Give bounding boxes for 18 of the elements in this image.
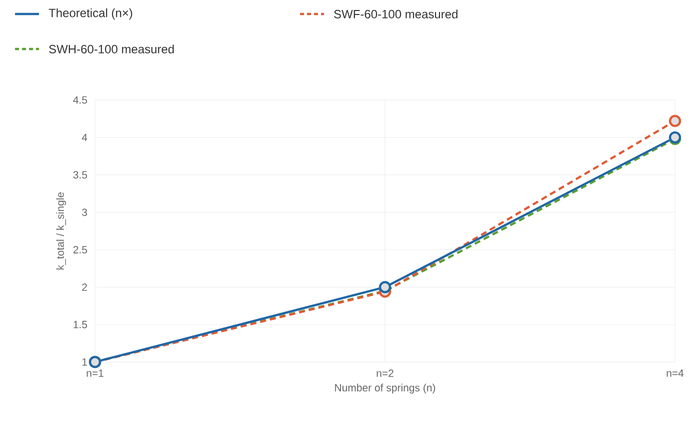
y-tick-label: 4.5 (73, 96, 88, 104)
y-tick-label: 4 (82, 134, 88, 142)
x-tick-label: n=1 (86, 370, 104, 377)
legend-label: SWH-60-100 measured (49, 44, 174, 54)
legend-label: Theoretical (n×) (48, 8, 132, 20)
x-tick-label: n=2 (376, 370, 394, 377)
point (668, 114, 682, 128)
legend-label: SWF-60-100 measured (334, 10, 458, 18)
x-tick-label: n=4 (666, 370, 684, 377)
x-axis-title: Number of springs (n) (335, 384, 436, 394)
y-axis-title: k_total / k_single (56, 192, 66, 270)
y-tick-label: 2.5 (73, 246, 88, 254)
y-tick-label: 3.5 (73, 171, 88, 179)
y-tick-label: 1.5 (74, 320, 88, 328)
y-tick-label: 1 (82, 358, 87, 366)
y-tick-label: 2 (82, 283, 87, 291)
point (378, 281, 392, 294)
y-tick-label: 3 (82, 208, 88, 216)
